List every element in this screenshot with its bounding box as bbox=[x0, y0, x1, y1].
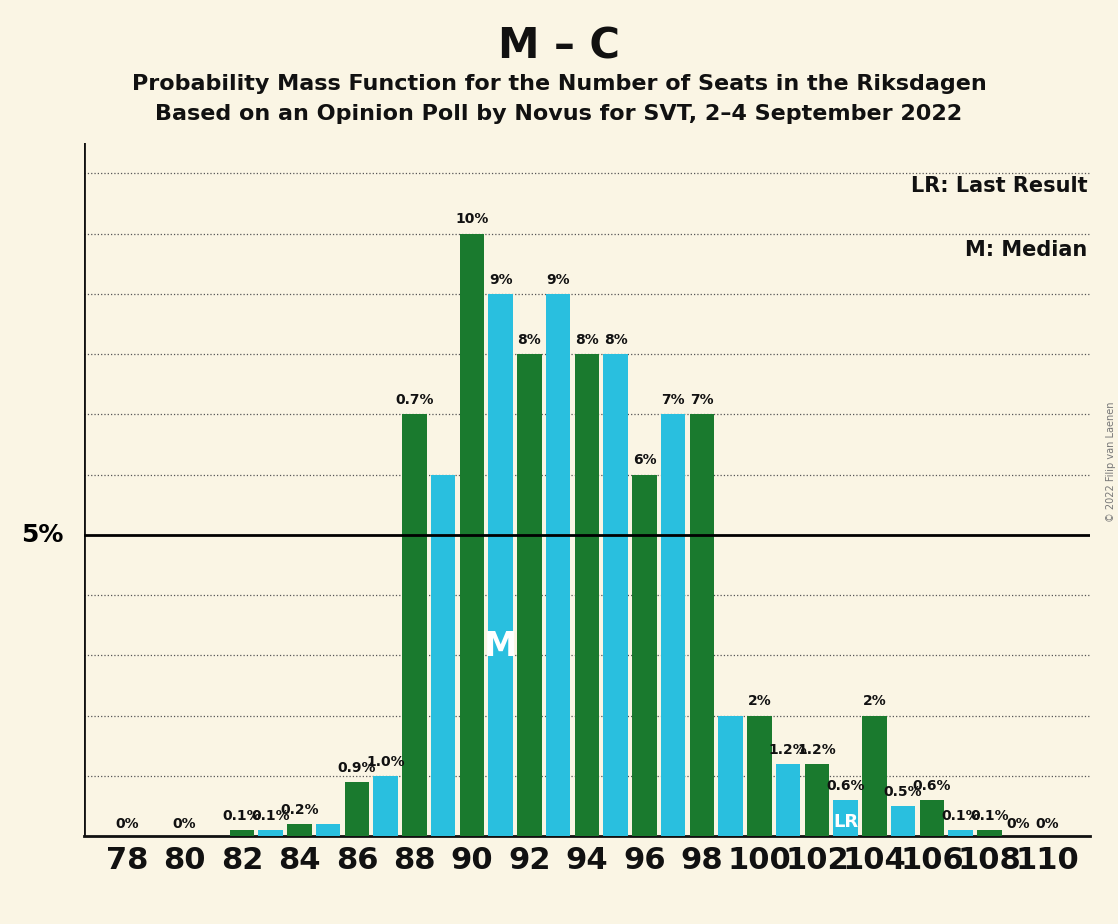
Bar bbox=[948, 830, 973, 836]
Text: Based on an Opinion Poll by Novus for SVT, 2–4 September 2022: Based on an Opinion Poll by Novus for SV… bbox=[155, 104, 963, 125]
Bar bbox=[373, 776, 398, 836]
Text: 10%: 10% bbox=[455, 213, 489, 226]
Bar bbox=[862, 716, 887, 836]
Bar bbox=[776, 764, 800, 836]
Bar bbox=[344, 782, 369, 836]
Text: 8%: 8% bbox=[575, 333, 599, 346]
Bar bbox=[604, 354, 628, 836]
Text: 0.1%: 0.1% bbox=[252, 809, 290, 823]
Bar bbox=[661, 414, 685, 836]
Text: 0.6%: 0.6% bbox=[912, 779, 951, 793]
Bar bbox=[690, 414, 714, 836]
Bar bbox=[805, 764, 830, 836]
Bar bbox=[459, 234, 484, 836]
Bar bbox=[575, 354, 599, 836]
Text: M: M bbox=[484, 630, 518, 663]
Text: 8%: 8% bbox=[604, 333, 627, 346]
Bar bbox=[747, 716, 771, 836]
Bar bbox=[230, 830, 254, 836]
Text: 0.2%: 0.2% bbox=[281, 803, 319, 817]
Text: © 2022 Filip van Laenen: © 2022 Filip van Laenen bbox=[1106, 402, 1116, 522]
Text: 0.1%: 0.1% bbox=[970, 809, 1008, 823]
Text: 1.2%: 1.2% bbox=[769, 743, 807, 757]
Text: LR: LR bbox=[833, 813, 859, 831]
Bar bbox=[432, 475, 455, 836]
Bar bbox=[287, 824, 312, 836]
Bar bbox=[920, 800, 945, 836]
Text: 0.9%: 0.9% bbox=[338, 760, 377, 774]
Text: 0%: 0% bbox=[1006, 818, 1030, 832]
Text: 0%: 0% bbox=[172, 818, 197, 832]
Text: 8%: 8% bbox=[518, 333, 541, 346]
Bar bbox=[977, 830, 1002, 836]
Bar bbox=[316, 824, 341, 836]
Text: 0%: 0% bbox=[115, 818, 139, 832]
Text: 5%: 5% bbox=[21, 523, 64, 547]
Text: 7%: 7% bbox=[690, 394, 713, 407]
Bar bbox=[719, 716, 743, 836]
Bar bbox=[834, 800, 858, 836]
Text: 0.7%: 0.7% bbox=[395, 394, 434, 407]
Bar bbox=[489, 294, 513, 836]
Text: 0%: 0% bbox=[1035, 818, 1059, 832]
Text: 6%: 6% bbox=[633, 454, 656, 468]
Text: 0.1%: 0.1% bbox=[222, 809, 262, 823]
Text: 0.1%: 0.1% bbox=[941, 809, 980, 823]
Text: 2%: 2% bbox=[748, 695, 771, 709]
Bar bbox=[258, 830, 283, 836]
Text: 1.2%: 1.2% bbox=[797, 743, 836, 757]
Bar bbox=[891, 806, 916, 836]
Text: 2%: 2% bbox=[863, 695, 887, 709]
Text: 0.6%: 0.6% bbox=[826, 779, 865, 793]
Text: M – C: M – C bbox=[498, 26, 620, 67]
Bar bbox=[518, 354, 542, 836]
Text: Probability Mass Function for the Number of Seats in the Riksdagen: Probability Mass Function for the Number… bbox=[132, 74, 986, 94]
Text: 1.0%: 1.0% bbox=[367, 755, 405, 769]
Bar bbox=[402, 414, 427, 836]
Bar bbox=[546, 294, 570, 836]
Text: LR: Last Result: LR: Last Result bbox=[910, 176, 1087, 197]
Text: 0.5%: 0.5% bbox=[884, 784, 922, 799]
Text: 7%: 7% bbox=[662, 394, 685, 407]
Bar bbox=[633, 475, 656, 836]
Text: 9%: 9% bbox=[489, 273, 512, 286]
Text: 9%: 9% bbox=[547, 273, 570, 286]
Text: M: Median: M: Median bbox=[965, 239, 1087, 260]
